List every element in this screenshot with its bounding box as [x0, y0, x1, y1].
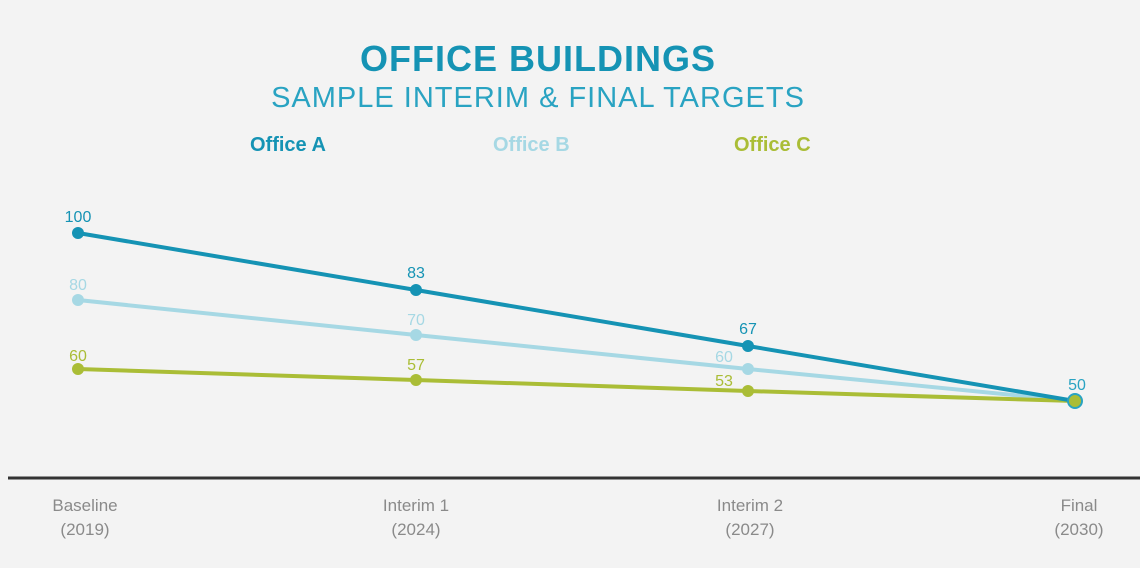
x-label-line2: (2030): [1054, 520, 1104, 539]
series-office-c-markers: [72, 363, 754, 397]
x-label-line1: Interim 2: [716, 496, 784, 515]
label-c-0: 60: [69, 348, 87, 365]
label-final: 50: [1068, 377, 1086, 394]
final-marker: [1067, 393, 1083, 409]
x-label-line1: Final: [1060, 496, 1098, 515]
label-a-0: 100: [65, 209, 92, 226]
series-office-a-line: [77, 231, 1076, 403]
label-b-1: 70: [407, 312, 425, 329]
label-a-1: 83: [407, 265, 425, 282]
label-c-1: 57: [407, 357, 425, 374]
legend-office-a: Office A: [250, 134, 326, 156]
x-label-line2: (2019): [60, 520, 110, 539]
series-office-b-markers: [72, 294, 754, 375]
x-label-baseline: Baseline (2019): [15, 494, 155, 542]
legend-office-b: Office B: [493, 134, 570, 156]
series-office-b-line: [77, 298, 1076, 403]
chart-subtitle: SAMPLE INTERIM & FINAL TARGETS: [271, 82, 805, 114]
x-label-line2: (2024): [391, 520, 441, 539]
x-label-interim-2: Interim 2 (2027): [680, 494, 820, 542]
label-b-0: 80: [69, 277, 87, 294]
x-label-line1: Interim 1: [382, 496, 450, 515]
legend-office-c: Office C: [734, 134, 811, 156]
x-label-line2: (2027): [725, 520, 775, 539]
x-label-interim-1: Interim 1 (2024): [346, 494, 486, 542]
x-label-final: Final (2030): [1009, 494, 1140, 542]
label-a-2: 67: [739, 321, 757, 338]
series-office-a-markers: [72, 227, 754, 352]
chart-title: OFFICE BUILDINGS: [360, 38, 716, 79]
series-office-c-line: [77, 367, 1076, 403]
label-b-2: 60: [715, 349, 733, 366]
label-c-2: 53: [715, 373, 733, 390]
x-label-line1: Baseline: [52, 496, 118, 515]
